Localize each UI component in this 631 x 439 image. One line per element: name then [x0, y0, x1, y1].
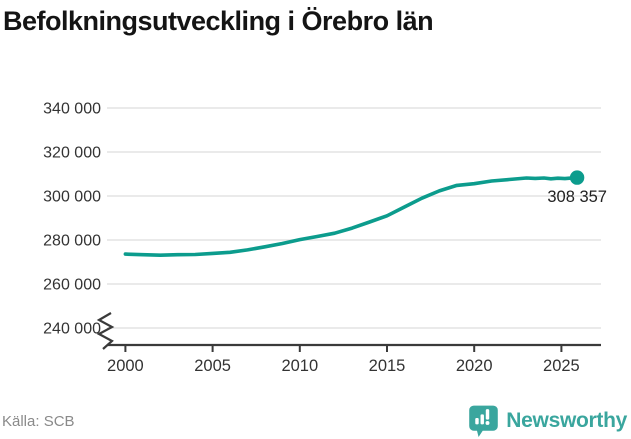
x-tick-label: 2010	[281, 357, 318, 375]
bar-chart-bar-short	[475, 418, 479, 425]
endpoint-dot	[569, 170, 585, 185]
population-line	[123, 175, 579, 257]
y-tick-label: 300 000	[43, 189, 101, 206]
x-tick-label: 2015	[369, 357, 406, 375]
chart-title: Befolkningsutveckling i Örebro län	[3, 6, 434, 36]
newsworthy-brand[interactable]: Newsworthy	[468, 405, 627, 437]
bar-chart-bar-tall	[480, 414, 485, 425]
y-tick-label: 240 000	[43, 321, 101, 338]
x-tick-label: 2005	[194, 357, 231, 375]
x-tick-label: 2020	[456, 357, 493, 375]
y-tick-label: 280 000	[43, 233, 101, 250]
newsworthy-logo-icon	[469, 405, 499, 437]
y-tick-label: 320 000	[43, 145, 101, 162]
latest-value-label: 308 357	[547, 188, 607, 206]
y-tick-label: 260 000	[43, 277, 101, 294]
exclamation-stroke	[486, 409, 490, 420]
newsworthy-wordmark: Newsworthy	[506, 409, 627, 432]
exclamation-dot	[485, 421, 490, 425]
x-tick-label: 2000	[107, 357, 144, 375]
axis-break-zigzag	[96, 312, 115, 350]
x-tick-label: 2025	[543, 357, 580, 375]
y-tick-label: 340 000	[43, 101, 101, 118]
source-caption: Källa: SCB	[2, 413, 75, 430]
